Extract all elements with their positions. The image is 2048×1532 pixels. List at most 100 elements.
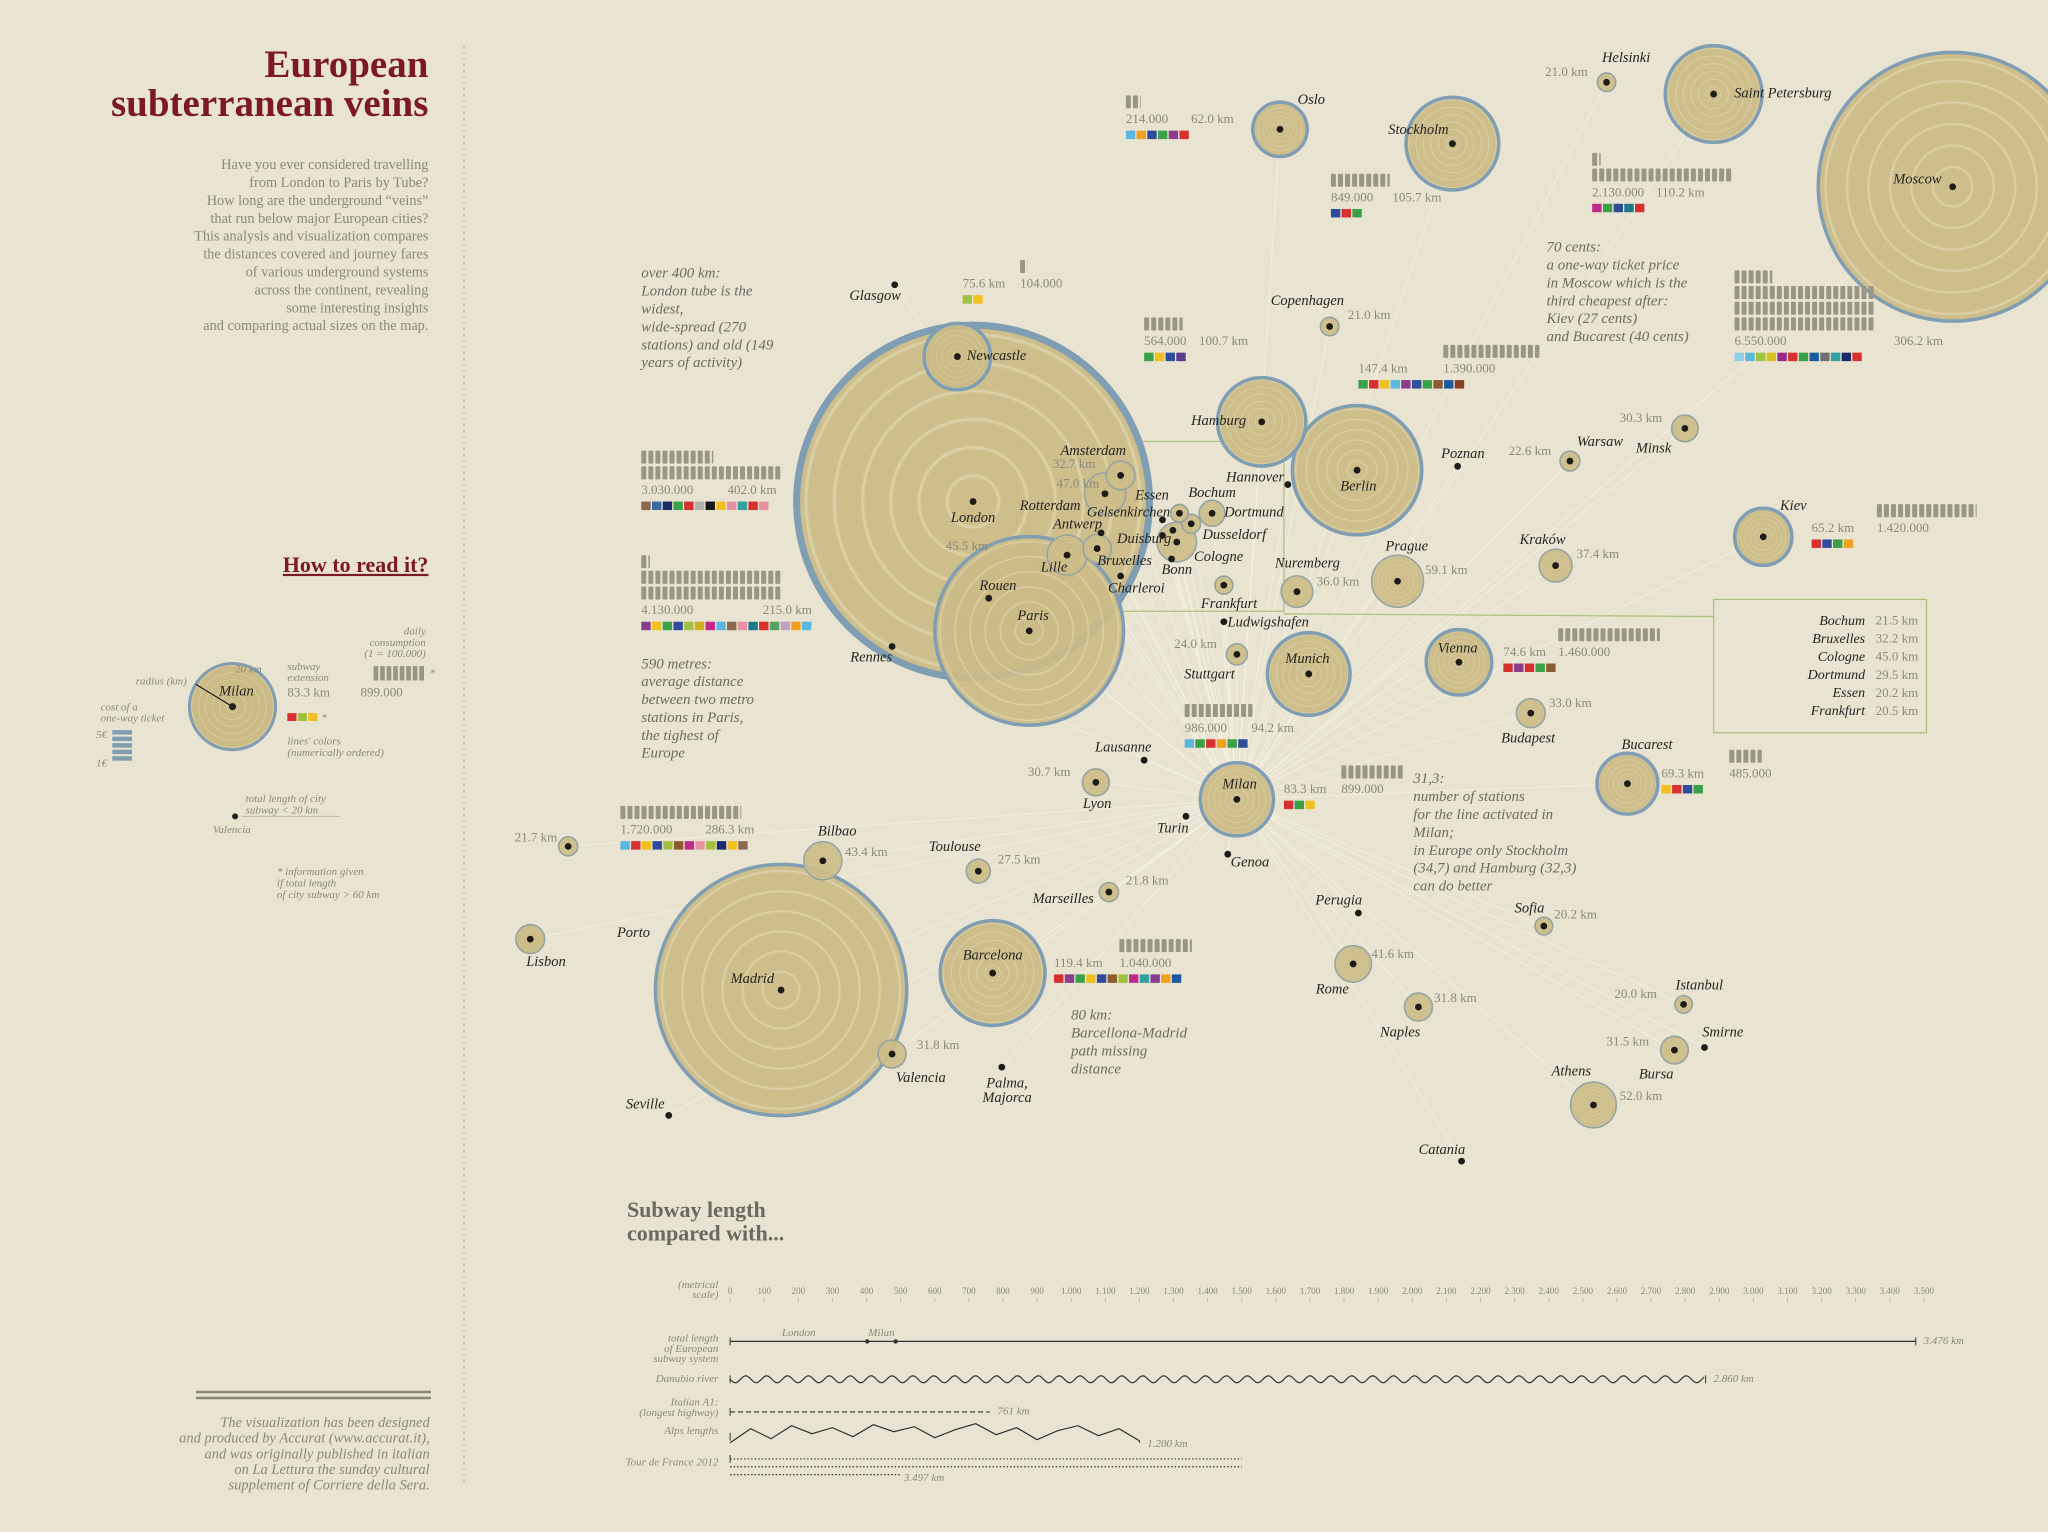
legend-text: 1€ [96,758,108,770]
city-km: 43.4 km [845,844,888,859]
city-name: Bochum [1188,485,1236,501]
city-riders: 1.040.000 [1119,955,1171,970]
city-dot [1354,909,1362,917]
city-km: 22.6 km [1509,443,1552,458]
city-km: 21.8 km [1126,873,1169,888]
rider-icon [705,805,711,819]
rider-icon [1762,270,1768,284]
rider-icon [676,586,682,600]
rider-icon [697,805,703,819]
rider-icon [1471,344,1477,358]
city-dot [1159,516,1166,524]
box-km: 45.0 km [1876,649,1919,664]
rider-icon [1635,628,1641,642]
city-riders: 849.000 [1331,190,1373,205]
line-color [1745,352,1755,362]
legend-text: total length of city [246,793,326,805]
heading: How to read it? [283,552,429,577]
rider-icon [775,586,781,600]
city-km: 21.0 km [1545,64,1588,79]
rider-icon [711,466,717,480]
line-color [1766,352,1777,362]
line-color [1693,784,1703,794]
route-line [1236,466,1459,800]
box-name: Cologne [1818,650,1865,665]
rider-icon [1158,317,1164,331]
rider-icon [775,570,781,584]
city-dot [1449,140,1456,148]
rider-icon [1840,317,1846,331]
place-name: Gelsenkirchen [1087,505,1170,521]
city-dot [1603,78,1610,86]
tick-label: 0 [728,1286,733,1296]
legend-ticket [112,736,132,742]
tick-label: 3.400 [1880,1286,1901,1296]
rider-icon [1861,286,1867,300]
rider-icon [1376,765,1382,779]
rider-icon [641,570,647,584]
city-dot [819,857,827,865]
city-dot [1624,780,1631,788]
place-name: Turin [1157,821,1188,837]
row-value: 3.476 km [1923,1335,1964,1347]
rider-icon [1776,317,1782,331]
city-dot [1220,618,1228,626]
line-color [1107,974,1117,983]
route-line [978,798,1238,872]
rider-icon [1464,344,1470,358]
city-dot [1353,466,1361,474]
rider-icon [1769,317,1775,331]
line-color [1075,974,1085,983]
rider-icon [768,466,774,480]
rider-icon [1627,168,1633,182]
tick-label: 800 [996,1286,1010,1296]
line-color [1341,208,1352,218]
city-km: 94.2 km [1251,720,1294,735]
line-color [962,295,973,304]
city-dot [1710,90,1718,98]
line-color [1514,663,1524,672]
route-line [1236,421,1263,800]
line-color [1086,974,1096,983]
city-riders: 1.390.000 [1443,361,1495,376]
box-km: 32.2 km [1876,631,1919,646]
rider-icon [1734,301,1740,315]
city-name: Athens [1551,1064,1592,1080]
line-color [652,501,662,511]
rider-icon [1648,168,1654,182]
line-color [748,621,758,631]
legend-text: * [430,667,436,679]
annotation: 80 km: [1071,1008,1112,1024]
rider-icon [733,805,739,819]
rider-icon [1741,301,1747,315]
annotation: the tighest of [641,728,720,744]
rider-icon [704,586,710,600]
tick-label: 3.300 [1846,1286,1867,1296]
rider-icon [662,586,668,600]
line-color [1841,352,1852,362]
line-color [1535,663,1545,672]
rider-icon [1593,628,1599,642]
city-dot [985,594,993,602]
rider-icon [1450,344,1456,358]
route-line [1236,798,1675,1051]
city-dot [1173,538,1181,546]
rider-icon [1712,168,1718,182]
annotation: wide-spread (270 [641,319,746,335]
rider-icon [1198,704,1204,718]
row-label: subway system [653,1353,718,1365]
line-color [1843,539,1854,548]
rider-icon [711,586,717,600]
line-color [673,501,683,511]
city-km: 21.0 km [1348,307,1391,322]
line-color [737,621,748,631]
line-color [1379,380,1390,389]
legend-text: of city subway > 60 km [277,889,379,901]
line-color [726,501,737,511]
line-color [662,501,673,511]
annotation: a one-way ticket price [1546,257,1679,273]
city-name: Bilbao [818,823,857,839]
city-dot [1458,1157,1465,1165]
place-name: Hannover [1225,469,1284,485]
rider-icon [1755,301,1761,315]
